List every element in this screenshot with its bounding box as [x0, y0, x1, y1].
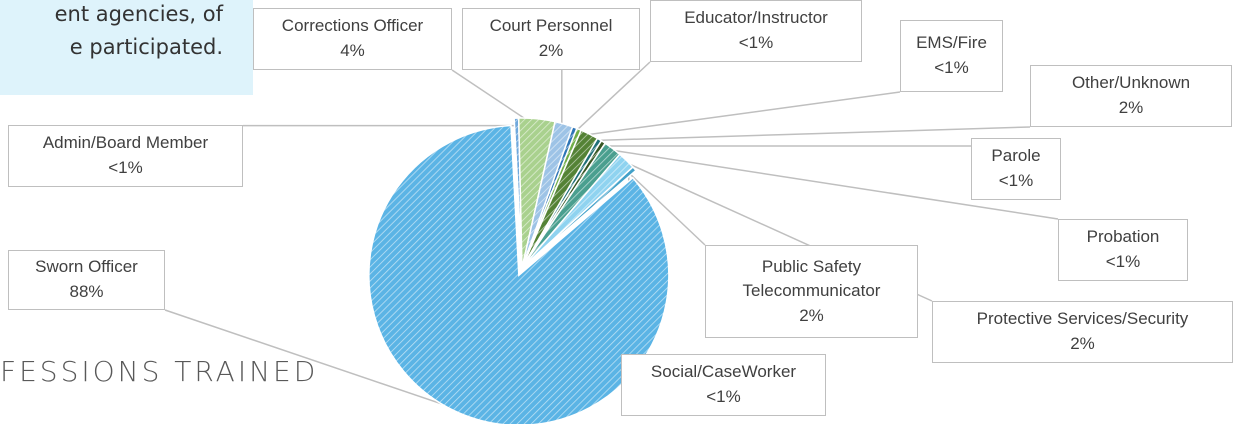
slice-hatch: [514, 118, 522, 269]
data-label: Sworn Officer 88%: [8, 250, 165, 310]
value-label: 88%: [69, 282, 104, 301]
slice-hatch: [518, 118, 556, 268]
value-label: <1%: [108, 158, 143, 177]
data-label: Public Safety Telecommunicator 2%: [705, 245, 918, 338]
leader-line: [576, 91, 901, 137]
category-label: Other/Unknown: [1071, 73, 1191, 93]
category-label: EMS/Fire: [916, 33, 987, 53]
leader-line: [571, 61, 651, 136]
slice-hatch: [368, 125, 669, 424]
value-label: 4%: [340, 41, 365, 60]
slice-hatch: [522, 167, 636, 268]
data-label: Social/CaseWorker <1%: [621, 354, 826, 416]
note-text: ent agencies, of: [54, 2, 223, 26]
value-label: <1%: [934, 58, 969, 77]
slice: [517, 117, 556, 269]
leader-line: [451, 69, 537, 127]
category-label: Educator/Instructor: [684, 8, 828, 28]
category-label: Probation: [1086, 227, 1160, 247]
slices: [368, 117, 670, 424]
value-label: <1%: [738, 33, 774, 52]
note-box: ent agencies, of e participated.: [0, 0, 253, 95]
value-label: <1%: [706, 387, 741, 406]
leader-line: [586, 126, 1031, 142]
data-label: Admin/Board Member <1%: [8, 125, 243, 187]
category-label: Corrections Officer: [281, 16, 424, 36]
category-label: Admin/Board Member: [42, 133, 209, 153]
data-label: Other/Unknown 2%: [1030, 65, 1232, 127]
category-label: Parole: [991, 146, 1041, 166]
slice-hatch: [522, 130, 598, 268]
data-label: Parole <1%: [971, 138, 1061, 200]
leader-line: [620, 165, 706, 246]
section-title: FESSIONS TRAINED: [0, 355, 319, 388]
category-label: Court Personnel: [489, 16, 613, 36]
category-label: Social/CaseWorker: [650, 362, 797, 382]
data-label: Corrections Officer 4%: [253, 8, 452, 70]
value-label: 2%: [1118, 98, 1144, 117]
note-text: e participated.: [69, 35, 223, 59]
category-label: Protective Services/Security: [976, 309, 1189, 329]
value-label: <1%: [998, 171, 1034, 190]
data-label: Educator/Instructor <1%: [650, 0, 862, 62]
category-label: Sworn Officer: [35, 257, 138, 277]
category-label: Public Safety Telecommunicator: [742, 256, 881, 301]
leader-line: [599, 147, 1059, 220]
slice: [521, 165, 637, 269]
value-label: 2%: [538, 41, 564, 60]
slice-hatch: [522, 143, 620, 268]
data-label: Court Personnel 2%: [462, 8, 640, 70]
slice-hatch: [522, 154, 633, 268]
value-label: 2%: [1070, 334, 1095, 353]
leader-line: [164, 309, 462, 412]
data-label: Probation <1%: [1058, 219, 1188, 281]
value-label: 2%: [799, 305, 824, 325]
slice: [368, 124, 670, 424]
data-label: Protective Services/Security 2%: [932, 301, 1233, 363]
value-label: <1%: [1105, 252, 1141, 271]
data-label: EMS/Fire <1%: [900, 20, 1003, 92]
